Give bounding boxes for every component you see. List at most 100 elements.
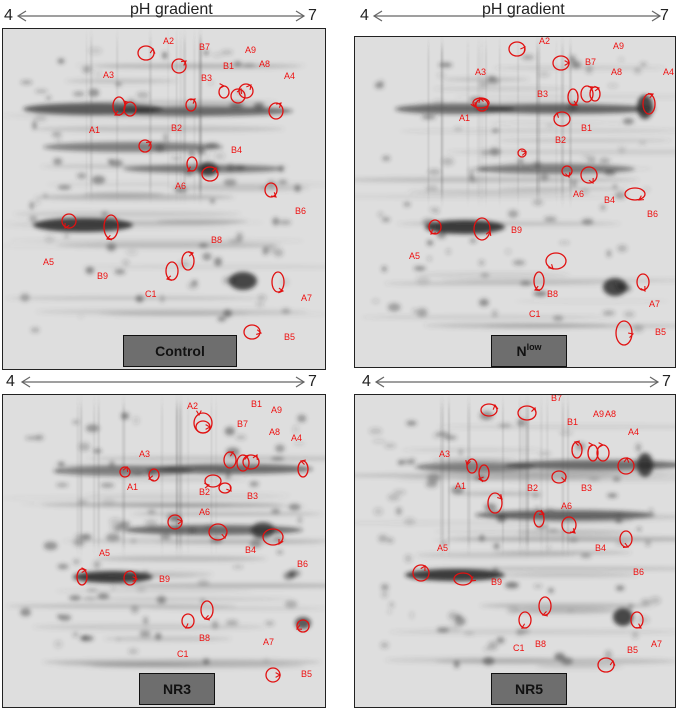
spot-annotation: C1 <box>529 271 545 319</box>
spot-circle <box>165 261 179 281</box>
axis-title: pH gradient <box>130 1 213 18</box>
spot-annotation: B1 <box>223 399 262 469</box>
spot-circle <box>138 139 152 153</box>
axis-start: 4 <box>362 373 371 390</box>
spot-annotation: A8 <box>596 409 616 462</box>
arrow-head <box>188 250 195 257</box>
spot-annotation: B4 <box>208 523 256 555</box>
arrow-head <box>635 623 642 629</box>
spot-annotation: B2 <box>517 135 566 158</box>
spot-label: A6 <box>175 181 186 191</box>
arrow-head <box>521 623 528 629</box>
spot-label: A2 <box>187 401 198 411</box>
spot-annotation: A9 <box>236 405 282 472</box>
spot-annotation: A2 <box>508 37 550 57</box>
spot-annotation: B4 <box>561 516 606 553</box>
spot-annotation: B1 <box>567 88 592 133</box>
spot-label: B1 <box>581 123 592 133</box>
arrow-head <box>187 166 194 172</box>
panel-label-nr5: NR5 <box>491 673 567 705</box>
spot-circle <box>412 564 430 582</box>
arrow-head <box>478 96 484 103</box>
arrow-head <box>465 460 471 467</box>
spot-label: A3 <box>139 449 150 459</box>
spot-annotation: B8 <box>545 252 567 299</box>
spot-circle <box>208 523 228 541</box>
panel-label-sup: low <box>526 342 542 352</box>
ph-axis-bottom-right: 4 7 <box>356 372 676 394</box>
arrow-head <box>638 195 645 201</box>
spot-label: B3 <box>581 483 592 493</box>
spot-circle <box>230 88 246 104</box>
spot-circle <box>268 102 284 120</box>
spot-circle <box>103 214 119 240</box>
arrow-head <box>149 47 156 54</box>
spot-label: A8 <box>611 67 622 77</box>
spot-annotation: B2 <box>199 474 222 497</box>
arrow-head <box>609 659 616 666</box>
arrow-head <box>204 482 211 489</box>
spot-label: B8 <box>547 289 558 299</box>
arrow-head <box>541 611 549 617</box>
spot-label: B6 <box>647 209 658 219</box>
arrow-head <box>226 485 232 492</box>
spot-label: A6 <box>561 501 572 511</box>
spot-annotation: B4 <box>201 145 242 182</box>
gel-image-nlow: A1 A2 A3 A4 A5 A6 A7 A8 A9 B1 B2 B3 B4 B5 B6 B7 B8 B9 C1 <box>355 37 675 367</box>
spot-label: B8 <box>211 235 222 245</box>
arrow-head <box>219 83 226 89</box>
spot-annotation: A1 <box>127 468 160 492</box>
spot-annotation: A9 <box>587 409 604 462</box>
spot-label: B2 <box>555 135 566 145</box>
spot-circle <box>533 510 545 528</box>
spot-annotation: C1 <box>177 613 195 659</box>
spot-annotation: B1 <box>218 61 234 99</box>
axis-start: 4 <box>360 7 369 24</box>
spot-label: A7 <box>263 637 274 647</box>
spot-annotation: A3 <box>439 449 478 474</box>
spot-label: A3 <box>103 70 114 80</box>
spot-annotation: A3 <box>119 449 150 478</box>
arrow-head <box>561 476 567 483</box>
ph-axis-top-left: 4 pH gradient 7 <box>4 1 324 26</box>
spot-circle <box>242 454 260 470</box>
spot-circle <box>167 514 183 530</box>
arrow-head <box>165 275 172 282</box>
spot-label: C1 <box>529 309 541 319</box>
spot-label: A1 <box>127 482 138 492</box>
spot-circle <box>262 528 284 546</box>
spot-label: B4 <box>604 195 615 205</box>
spot-annotation: A7 <box>636 273 660 309</box>
spot-label: A4 <box>284 71 295 81</box>
spot-annotation: B9 <box>473 217 522 241</box>
spot-annotation: A2 <box>480 395 522 417</box>
spot-annotation: A4 <box>268 71 295 120</box>
spot-label: B3 <box>247 491 258 501</box>
spot-label: B9 <box>159 574 170 584</box>
spot-annotation: C1 <box>513 611 532 653</box>
arrow-head <box>622 542 630 548</box>
spot-annotation: A4 <box>291 433 309 478</box>
spot-label: A5 <box>437 543 448 553</box>
spot-label: A8 <box>269 427 280 437</box>
spot-label: A2 <box>539 37 550 46</box>
spot-annotation: B6 <box>619 530 644 577</box>
spot-label: B2 <box>199 487 210 497</box>
spot-label: A1 <box>455 481 466 491</box>
arrow-head <box>594 85 601 92</box>
spot-annotation: A8 <box>589 67 622 102</box>
spot-label: B5 <box>655 327 666 337</box>
spot-annotation: B1 <box>567 417 583 459</box>
spot-annotation: A6 <box>175 156 198 191</box>
axis-end: 7 <box>308 373 317 390</box>
spot-label: A4 <box>291 433 302 443</box>
arrow-head <box>564 60 571 66</box>
arrow-head <box>598 442 605 448</box>
gel-panel-nr3: A1 A2 A3 A4 A5 A6 A7 A8 A9 B1 B2 B3 B4 B5 B6 B7 B8 B9 C1 N… <box>2 394 326 708</box>
arrow-head <box>477 476 484 483</box>
arrow-head <box>570 528 576 534</box>
arrow-head <box>531 406 537 413</box>
spot-circle <box>561 165 573 177</box>
